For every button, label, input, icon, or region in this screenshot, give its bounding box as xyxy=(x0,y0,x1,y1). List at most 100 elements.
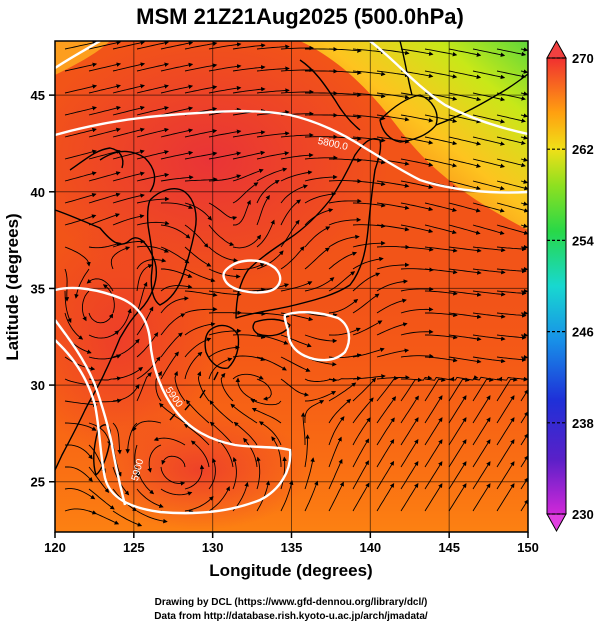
streamline xyxy=(448,461,467,490)
streamline xyxy=(256,356,287,371)
streamline xyxy=(184,202,212,221)
streamline xyxy=(328,436,342,468)
streamline xyxy=(208,290,242,297)
streamline xyxy=(400,439,419,468)
streamline xyxy=(352,320,383,336)
streamline xyxy=(304,174,338,182)
sakhalin-kuril-coast xyxy=(399,41,528,126)
streamline xyxy=(424,356,458,363)
streamline xyxy=(376,438,395,468)
plot-area: 5800.0 5900 5900 xyxy=(55,41,528,532)
streamline xyxy=(472,158,505,168)
colorbar-tick-label: 270 xyxy=(572,51,594,66)
streamline xyxy=(496,92,526,101)
streamline xyxy=(136,488,164,508)
streamline xyxy=(184,151,218,160)
streamline xyxy=(448,114,482,124)
streamline xyxy=(136,510,168,524)
streamline xyxy=(136,127,169,138)
streamline xyxy=(352,397,374,424)
streamline xyxy=(424,158,458,168)
streamline xyxy=(159,402,186,424)
streamline xyxy=(243,437,258,468)
contour-5900-coast xyxy=(55,319,127,506)
streamline xyxy=(208,224,235,246)
streamline xyxy=(304,277,335,292)
streamline xyxy=(400,307,434,314)
y-axis-label: Latitude (degrees) xyxy=(3,213,22,360)
x-tick-label: 150 xyxy=(517,540,539,555)
streamline xyxy=(136,356,161,380)
streamline xyxy=(280,334,312,348)
streamline xyxy=(352,256,384,270)
streamline xyxy=(352,460,369,490)
streamline xyxy=(190,440,210,468)
streamline xyxy=(64,62,98,72)
streamline xyxy=(88,192,121,204)
streamline xyxy=(208,151,242,160)
streamline xyxy=(184,351,203,380)
streamline xyxy=(112,338,140,358)
contour-5900-west-loop xyxy=(55,286,292,515)
streamline xyxy=(424,417,443,446)
streamline xyxy=(256,312,290,319)
streamline xyxy=(280,219,300,248)
streamline xyxy=(136,245,169,253)
streamline xyxy=(160,488,193,496)
coastlines xyxy=(55,41,528,476)
streamline xyxy=(136,220,170,226)
colorbar-tick-label: 254 xyxy=(572,233,594,248)
streamline xyxy=(64,246,91,267)
streamline xyxy=(448,136,482,146)
streamline xyxy=(352,293,380,314)
streamline xyxy=(448,48,482,57)
streamline xyxy=(256,250,284,270)
streamline xyxy=(424,246,458,253)
streamline xyxy=(184,268,216,283)
streamline xyxy=(136,105,169,116)
streamline xyxy=(496,312,527,318)
streamline xyxy=(448,312,482,319)
streamline xyxy=(88,488,115,510)
colorbar-top-triangle xyxy=(546,39,567,59)
streamline xyxy=(232,182,259,204)
streamline xyxy=(256,378,272,401)
streamline xyxy=(64,378,98,387)
lat-lon-grid xyxy=(55,41,528,532)
streamline xyxy=(400,483,419,512)
streamline xyxy=(472,48,506,57)
streamline xyxy=(88,241,122,249)
streamline xyxy=(256,167,288,182)
streamline xyxy=(64,268,70,302)
streamline xyxy=(112,308,132,336)
streamline xyxy=(136,258,167,270)
streamline xyxy=(520,389,528,402)
streamline xyxy=(520,69,528,74)
streamline xyxy=(256,456,261,490)
streamline xyxy=(88,171,121,182)
streamline xyxy=(352,202,386,208)
streamline xyxy=(232,43,266,50)
streamline xyxy=(208,328,242,336)
streamline xyxy=(280,378,309,397)
streamline xyxy=(208,486,230,512)
streamline xyxy=(88,422,112,446)
colorbar: 270 262 254 246 238 230 xyxy=(546,39,594,533)
streamline xyxy=(424,377,446,402)
streamline xyxy=(112,84,145,94)
x-tick-label: 120 xyxy=(44,540,66,555)
yellow-sea-coast xyxy=(99,150,156,193)
streamline xyxy=(232,456,238,490)
colorbar-ticks: 270 262 254 246 238 230 xyxy=(547,51,594,522)
streamline xyxy=(328,271,356,292)
streamline xyxy=(352,92,386,99)
x-axis-ticks: 120 125 130 135 140 145 150 xyxy=(44,532,539,555)
streamline xyxy=(352,223,386,229)
streamline xyxy=(232,150,266,160)
streamline xyxy=(232,65,266,72)
streamline xyxy=(328,458,343,490)
streamline xyxy=(280,480,294,512)
streamline xyxy=(448,180,481,191)
streamline xyxy=(280,45,314,51)
streamline xyxy=(136,172,170,182)
